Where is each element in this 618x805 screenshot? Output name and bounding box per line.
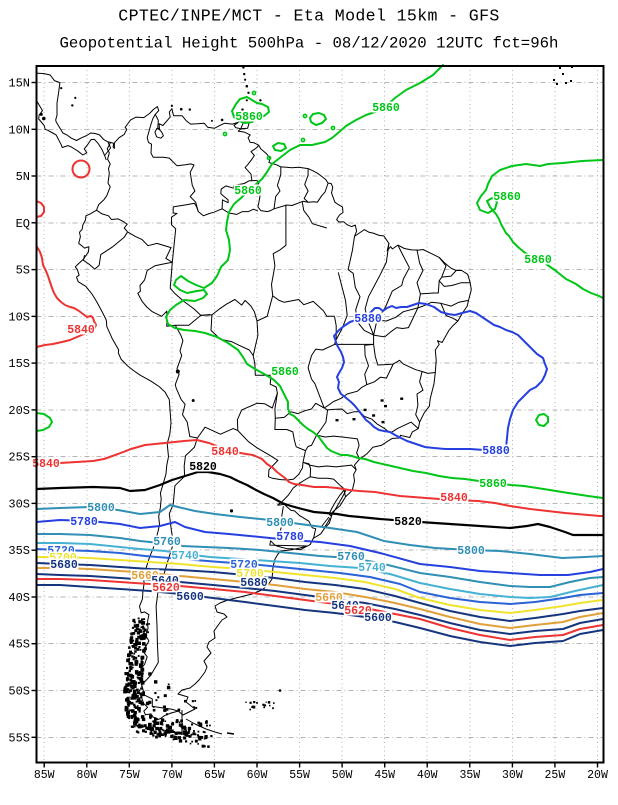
svg-text:5740: 5740 [171, 550, 199, 563]
svg-text:CPTEC/INPE/MCT - Eta Model 15: CPTEC/INPE/MCT - Eta Model 15km - GFS [118, 7, 499, 26]
svg-text:75W: 75W [119, 769, 140, 782]
svg-text:10S: 10S [8, 310, 30, 324]
svg-text:5860: 5860 [234, 185, 262, 198]
svg-text:10N: 10N [8, 123, 30, 137]
svg-text:5600: 5600 [176, 591, 204, 604]
svg-text:5860: 5860 [493, 191, 521, 204]
svg-text:50W: 50W [332, 769, 353, 782]
svg-text:5680: 5680 [50, 559, 78, 572]
svg-text:5860: 5860 [524, 254, 552, 267]
svg-text:30S: 30S [8, 497, 30, 511]
svg-text:5780: 5780 [70, 516, 98, 529]
svg-text:5840: 5840 [32, 458, 60, 471]
svg-text:5840: 5840 [440, 492, 468, 505]
svg-text:35W: 35W [459, 769, 480, 782]
svg-text:5820: 5820 [394, 516, 422, 529]
svg-text:5880: 5880 [354, 313, 382, 326]
svg-text:70W: 70W [162, 769, 183, 782]
svg-text:45S: 45S [8, 638, 30, 652]
svg-text:15N: 15N [8, 77, 30, 91]
svg-text:5740: 5740 [358, 562, 386, 575]
svg-text:25S: 25S [8, 451, 30, 465]
svg-text:5820: 5820 [189, 461, 217, 474]
svg-text:40W: 40W [417, 769, 438, 782]
svg-text:5800: 5800 [87, 502, 115, 515]
svg-text:5860: 5860 [235, 111, 263, 124]
svg-text:45W: 45W [374, 769, 395, 782]
svg-text:35S: 35S [8, 544, 30, 558]
svg-text:5860: 5860 [479, 478, 507, 491]
svg-text:5620: 5620 [152, 582, 180, 595]
svg-text:55W: 55W [289, 769, 310, 782]
svg-text:5860: 5860 [372, 102, 400, 115]
svg-text:5880: 5880 [482, 445, 510, 458]
svg-text:5780: 5780 [276, 531, 304, 544]
svg-text:20S: 20S [8, 404, 30, 418]
svg-text:20W: 20W [587, 769, 608, 782]
svg-text:80W: 80W [76, 769, 97, 782]
svg-text:5680: 5680 [240, 577, 268, 590]
svg-text:40S: 40S [8, 591, 30, 605]
svg-text:60W: 60W [247, 769, 268, 782]
svg-text:25W: 25W [545, 769, 566, 782]
svg-text:5800: 5800 [266, 517, 294, 530]
svg-text:50S: 50S [8, 685, 30, 699]
svg-text:15S: 15S [8, 357, 30, 371]
svg-text:5760: 5760 [337, 551, 365, 564]
svg-text:55S: 55S [8, 731, 30, 745]
svg-text:30W: 30W [502, 769, 523, 782]
svg-text:5600: 5600 [364, 612, 392, 625]
svg-text:85W: 85W [34, 769, 55, 782]
svg-text:65W: 65W [204, 769, 225, 782]
svg-text:5840: 5840 [211, 446, 239, 459]
svg-text:Geopotential Height 500hPa - 0: Geopotential Height 500hPa - 08/12/2020 … [60, 35, 559, 53]
svg-text:EQ: EQ [16, 217, 30, 231]
svg-text:5860: 5860 [271, 366, 299, 379]
svg-text:5840: 5840 [67, 324, 95, 337]
svg-text:5760: 5760 [153, 536, 181, 549]
svg-text:5800: 5800 [457, 545, 485, 558]
svg-text:5S: 5S [16, 264, 30, 278]
svg-text:5N: 5N [16, 170, 30, 184]
